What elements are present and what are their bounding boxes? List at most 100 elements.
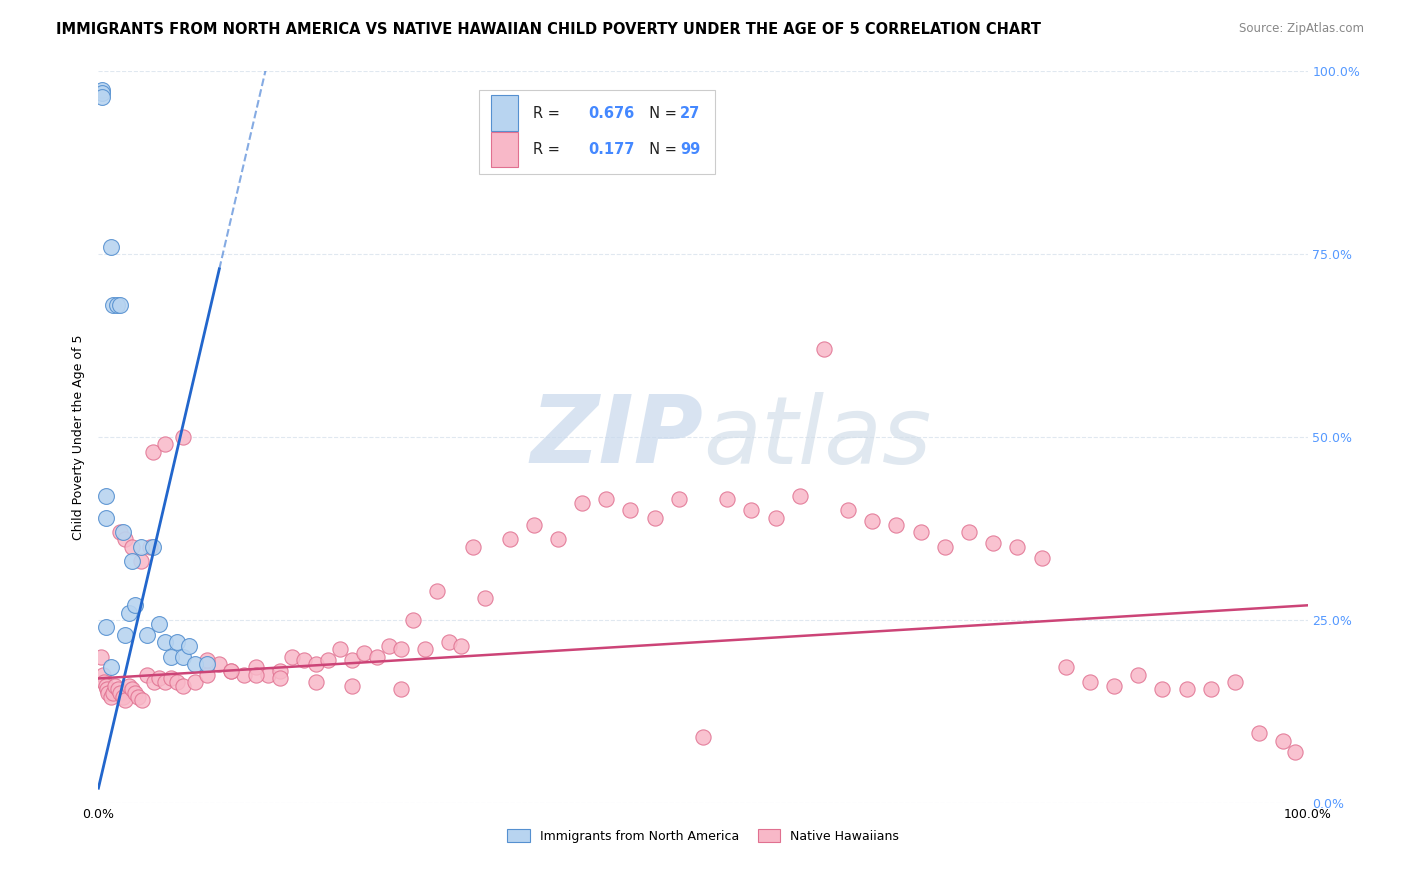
Point — [184, 675, 207, 690]
Point — [316, 653, 339, 667]
Point — [474, 591, 496, 605]
Point — [463, 540, 485, 554]
Point — [97, 686, 120, 700]
Point — [644, 510, 666, 524]
Point — [127, 690, 149, 704]
Point — [305, 657, 328, 671]
Text: R =: R = — [533, 142, 564, 157]
Point — [160, 649, 183, 664]
Point — [1223, 675, 1246, 690]
Text: 0.177: 0.177 — [588, 142, 634, 157]
Point — [129, 540, 152, 554]
Point — [292, 653, 315, 667]
Point — [105, 298, 128, 312]
Point — [131, 693, 153, 707]
Point — [1078, 675, 1101, 690]
Point — [94, 620, 117, 634]
Point — [142, 540, 165, 554]
Point — [305, 675, 328, 690]
Point — [93, 675, 115, 690]
Bar — [492, 95, 517, 130]
Point — [353, 646, 375, 660]
Point — [121, 554, 143, 568]
Bar — [479, 90, 716, 174]
Point — [366, 649, 388, 664]
Point — [668, 492, 690, 507]
Point — [108, 525, 131, 540]
Point — [195, 653, 218, 667]
Point — [437, 635, 460, 649]
Point — [172, 430, 194, 444]
Point — [1284, 745, 1306, 759]
Point — [139, 540, 162, 554]
Point — [281, 649, 304, 664]
Point — [108, 686, 131, 700]
Point — [153, 635, 176, 649]
Point — [221, 664, 243, 678]
Point — [172, 679, 194, 693]
Point — [1272, 733, 1295, 747]
Point — [90, 649, 112, 664]
Point — [1128, 667, 1150, 681]
Point — [740, 503, 762, 517]
Point — [179, 639, 201, 653]
Point — [389, 642, 412, 657]
Text: atlas: atlas — [703, 392, 931, 483]
Point — [91, 83, 114, 97]
Point — [1031, 550, 1053, 565]
Point — [91, 667, 114, 681]
Point — [208, 657, 231, 671]
Point — [111, 690, 134, 704]
Point — [716, 492, 738, 507]
Point — [166, 675, 188, 690]
Point — [1199, 682, 1222, 697]
Point — [813, 343, 835, 357]
Point — [153, 437, 176, 451]
Point — [910, 525, 932, 540]
Bar — [492, 132, 517, 167]
Point — [1007, 540, 1029, 554]
Point — [981, 536, 1004, 550]
Point — [595, 492, 617, 507]
Point — [389, 682, 412, 697]
Point — [195, 667, 218, 681]
Point — [426, 583, 449, 598]
Point — [153, 675, 176, 690]
Point — [129, 554, 152, 568]
Point — [692, 730, 714, 744]
Point — [765, 510, 787, 524]
Point — [957, 525, 980, 540]
Point — [104, 679, 127, 693]
Point — [245, 667, 267, 681]
Point — [121, 540, 143, 554]
Point — [172, 649, 194, 664]
Point — [1102, 679, 1125, 693]
Point — [269, 664, 291, 678]
Point — [135, 627, 157, 641]
Y-axis label: Child Poverty Under the Age of 5: Child Poverty Under the Age of 5 — [72, 334, 86, 540]
Point — [118, 679, 141, 693]
Point — [124, 686, 146, 700]
Point — [413, 642, 436, 657]
Point — [342, 653, 364, 667]
Point — [232, 667, 254, 681]
Point — [148, 616, 170, 631]
Point — [329, 642, 352, 657]
Point — [94, 489, 117, 503]
Point — [91, 90, 114, 104]
Text: 0.676: 0.676 — [588, 105, 634, 120]
Point — [402, 613, 425, 627]
Point — [886, 517, 908, 532]
Point — [934, 540, 956, 554]
Point — [619, 503, 641, 517]
Text: R =: R = — [533, 105, 564, 120]
Text: N =: N = — [640, 105, 682, 120]
Text: Source: ZipAtlas.com: Source: ZipAtlas.com — [1239, 22, 1364, 36]
Point — [100, 660, 122, 674]
Point — [107, 682, 129, 697]
Point — [377, 639, 399, 653]
Point — [91, 87, 114, 101]
Text: 27: 27 — [681, 105, 700, 120]
Point — [789, 489, 811, 503]
Point — [1175, 682, 1198, 697]
